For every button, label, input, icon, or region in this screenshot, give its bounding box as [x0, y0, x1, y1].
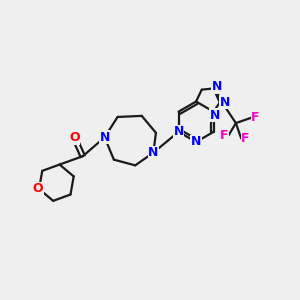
Text: N: N [212, 80, 222, 93]
Text: F: F [251, 111, 260, 124]
Text: O: O [32, 182, 43, 196]
Text: O: O [69, 131, 80, 144]
Text: F: F [220, 129, 229, 142]
Text: N: N [173, 125, 184, 138]
Text: N: N [99, 131, 110, 144]
Text: F: F [241, 132, 250, 145]
Text: N: N [210, 109, 220, 122]
Text: N: N [219, 96, 230, 109]
Text: N: N [148, 146, 158, 159]
Text: N: N [191, 136, 201, 148]
